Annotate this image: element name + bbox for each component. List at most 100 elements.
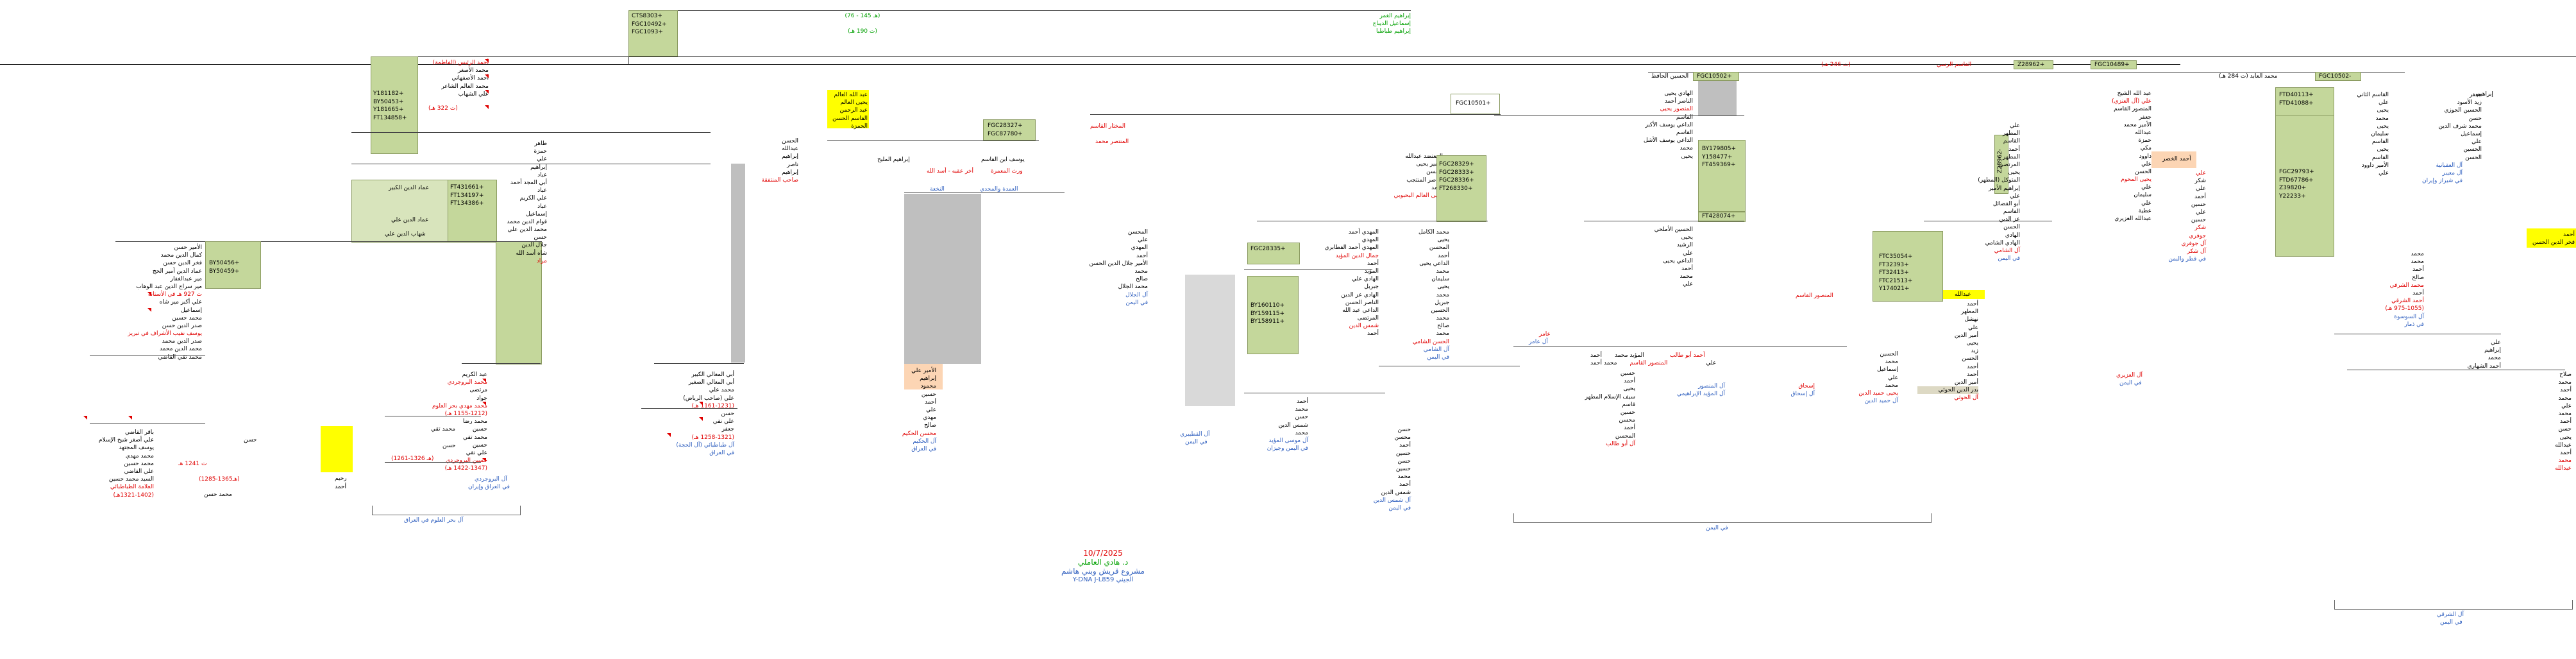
fgc10502-box [1693, 72, 1739, 81]
yellow-hap-box [983, 119, 1036, 141]
person-name: علي [2196, 185, 2206, 193]
person-name: المؤيد محمد [1615, 352, 1644, 359]
person-name: محمد [1397, 474, 1411, 481]
person-name: القاسم [2003, 138, 2020, 145]
col-qasim: عبد الله الشيخ علي (آل العنزي) المنصور ا… [2078, 90, 2151, 223]
hap-code: BY50456+ [209, 260, 240, 266]
person-name: أحمد [1624, 378, 1635, 385]
person-name: الحسن [2135, 168, 2151, 175]
person-name: عماد الدين علي [391, 217, 429, 223]
family-label: في العراق وإيران [468, 484, 510, 490]
yellow-block [827, 90, 869, 128]
person-name: الناصر المنتجب [1406, 176, 1443, 184]
person-name: حسن [1397, 427, 1411, 433]
col-bahr-names: عبد الكريم محمد البروجردي مرتضى جواد محم… [398, 371, 487, 472]
person-name: القاسم الحسن [832, 115, 868, 122]
col-left-hap-box [205, 241, 261, 289]
person-name: يحيى [1437, 284, 1449, 291]
hap-code: FTD41088+ [2279, 99, 2314, 107]
col-left-sub: باقر القاضي علي أصغر شيخ الإسلام يوسف ال… [83, 429, 154, 499]
person-name: عبدالله [2555, 465, 2572, 472]
flag-icon [482, 379, 486, 382]
person-name: علي (صاحب الرياض) [683, 395, 734, 402]
hap-code: FGC10502+ [1697, 73, 1732, 80]
col-a-names2: طاهر حمزة علي إبراهيم عباد أبي المجد أحم… [496, 140, 547, 265]
person-name: الحسين [1880, 351, 1898, 357]
person-name: أحمد [1967, 301, 1978, 307]
person-name: صالح [1437, 323, 1449, 330]
person-name: عبدالله [2135, 129, 2151, 136]
person-name: طاهر [534, 141, 547, 147]
family-label: آل الشامي [1994, 248, 2020, 254]
person-name: يحيى حميد الدين [1858, 389, 1898, 397]
hap-code: FT428074+ [1702, 213, 1736, 219]
col-mid-names: أبي المعالي الكبير أبي المعالي الصغير مح… [628, 371, 734, 457]
person-name: محمد [2558, 379, 2572, 386]
person-name: زيد [1971, 348, 1978, 355]
person-name: علي [2378, 99, 2389, 107]
family-label: في قطر والبمن [2168, 256, 2206, 263]
hap-code: Y158477+ [1702, 153, 1733, 160]
family-label: في اليمن [1185, 439, 1208, 445]
person-name: المتوكل (المطهر) [1978, 177, 2020, 184]
col-hadi-hap: BY179805+ Y158477+ FT459369+ [1702, 145, 1736, 169]
col-mutadid-names: المعتضد عبدالله الأمير يحيى الحسن الناصر… [1347, 153, 1443, 200]
person-name: العلامة الطباطبائي [110, 484, 154, 491]
person-name: بدر الدين الحوثي [1917, 386, 1978, 395]
person-name: محمد البروجردي [447, 379, 487, 386]
person-name: المنصور القاسم [1796, 293, 1833, 299]
person-name: عطية [2138, 207, 2151, 214]
person-name: شاه أسد الله [516, 250, 547, 257]
person-name: علي [2561, 402, 2572, 409]
col-kamil-low: حسن محسن أحمد حسين حسن حسين محمد أحمد شم… [1347, 426, 1411, 512]
person-name: محسن الحكيم [902, 430, 936, 437]
person-name: أحمد [1399, 481, 1411, 488]
person-name: علي [2141, 160, 2151, 167]
person-name: سليمان [2134, 192, 2151, 199]
person-name: إبراهيم الأمير [1989, 185, 2020, 192]
family-label: آل الجلال [1125, 291, 1148, 298]
note-label: العمدة والمجدي [980, 186, 1018, 193]
person-name: محمد الأصغر [457, 67, 489, 74]
person-name: المحسن [1127, 229, 1148, 235]
hap-code: FT134386+ [450, 200, 484, 207]
person-name: أحمد [2008, 146, 2020, 153]
person-name: يحيى [2377, 146, 2389, 153]
z28962-box [2014, 60, 2053, 69]
person-name: محمد [1679, 273, 1693, 280]
col-a-hap: Y181182+ BY50453+ Y181665+ FT134858+ [373, 90, 407, 122]
person-name: محمد [2411, 259, 2424, 266]
person-name: يوسف ابن القاسم [981, 157, 1025, 163]
family-label: آل موسى المؤيد [1268, 437, 1308, 444]
person-name: فخر الدين حسن [163, 260, 202, 267]
family-label: آل جوفري [2181, 240, 2206, 247]
person-name: الحمزة [851, 123, 868, 130]
person-name: محمد الدين محمد [159, 346, 202, 353]
person-name: الحسين [1431, 307, 1449, 314]
person-name: أحمد [1590, 352, 1602, 359]
person-name: المؤيد [1364, 268, 1379, 275]
person-name: محمد حسين [124, 460, 154, 467]
person-name: أحمد [2560, 449, 2572, 456]
top-dates: (76 - 145 هـ) (ت 190 هـ) [821, 12, 904, 35]
z28962-vertical-box [1994, 135, 2008, 194]
hap-code: FGC28333+ [1439, 169, 1474, 176]
family-label: في اليمن وجيزان [1267, 445, 1308, 452]
person-name: مير عبدالغفار [170, 275, 202, 282]
person-name: المرتضى [1998, 161, 2020, 168]
right-yellow [2527, 228, 2576, 248]
person-name: الأمير يحيى [1416, 161, 1443, 168]
person-name: فخر الدين الحسن [2532, 239, 2575, 246]
person-name: حسن [244, 437, 257, 443]
person-name: عبدالله [782, 146, 798, 153]
person-name: صالح [1136, 276, 1148, 283]
person-name: القاسم [2371, 154, 2389, 161]
person-name: يحيى [2377, 107, 2389, 114]
hap-code: Z39820+ [2279, 185, 2307, 191]
person-name: الهادي علي [1352, 276, 1379, 283]
hap-code: FTC35054+ [1879, 253, 1913, 260]
person-name: محمد [1436, 268, 1449, 275]
person-name: داوود [2139, 153, 2151, 160]
family-label: في اليمن [1427, 354, 1449, 361]
col-yemen-mansur: آل المنصور آل المؤيد الإبراهيمي [1642, 382, 1725, 398]
